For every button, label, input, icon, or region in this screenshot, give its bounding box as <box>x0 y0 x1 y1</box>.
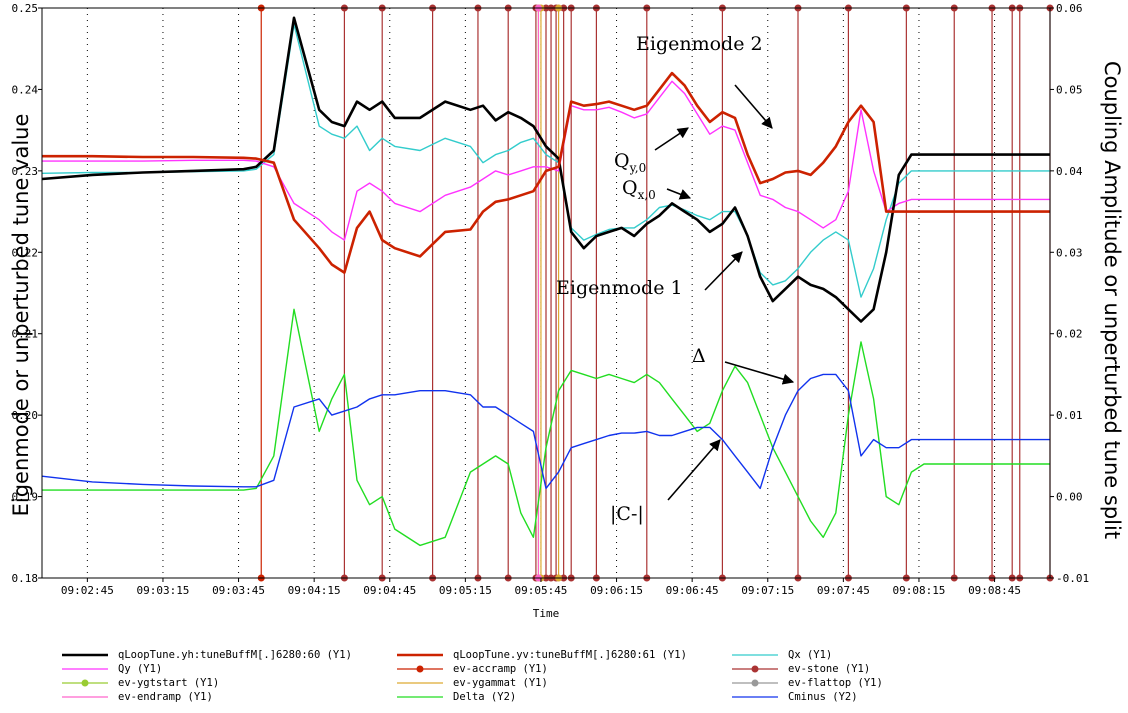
legend-swatch <box>397 665 443 673</box>
legend-swatch <box>62 653 108 657</box>
series-line-4 <box>42 308 1050 547</box>
x-tick-label: 09:05:15 <box>439 584 492 597</box>
legend-label: Cminus (Y2) <box>788 691 858 703</box>
legend-swatch <box>732 696 778 698</box>
legend-swatch <box>732 654 778 656</box>
x-tick-label: 09:08:15 <box>892 584 945 597</box>
series-line-3 <box>42 80 1050 241</box>
legend-swatch <box>732 665 778 673</box>
y2-tick-label: 0.03 <box>1056 246 1083 259</box>
legend-item: qLoopTune.yh:tuneBuffM[.]6280:60 (Y1) <box>60 648 352 662</box>
legend-label: qLoopTune.yh:tuneBuffM[.]6280:60 (Y1) <box>118 649 352 661</box>
legend-label: ev-endramp (Y1) <box>118 691 213 703</box>
y2-tick-label: 0.05 <box>1056 83 1083 96</box>
legend-item: ev-ygammat (Y1) <box>395 676 548 690</box>
legend-item: Qy (Y1) <box>60 662 162 676</box>
legend-label: ev-ygtstart (Y1) <box>118 677 220 689</box>
legend-item: Qx (Y1) <box>730 648 832 662</box>
series-line-5 <box>41 373 1050 490</box>
annotation-arrow <box>667 439 721 501</box>
annotation-label: Δ <box>692 345 706 367</box>
legend-item: ev-stone (Y1) <box>730 662 870 676</box>
legend-label: ev-accramp (Y1) <box>453 663 548 675</box>
annotation-arrow <box>666 188 692 200</box>
y2-tick-label: 0.02 <box>1056 328 1083 341</box>
x-tick-label: 09:08:45 <box>968 584 1021 597</box>
y2-tick-label: 0.01 <box>1056 409 1083 422</box>
legend-item: Cminus (Y2) <box>730 690 858 704</box>
x-tick-label: 09:02:45 <box>61 584 114 597</box>
legend-item: ev-ygtstart (Y1) <box>60 676 219 690</box>
y-axis-left-label: Eigenmode or unperturbed tune value <box>9 114 33 517</box>
annotation-label: Qx,0 <box>622 177 656 202</box>
annotations: Eigenmode 2 Eigenmode 1 Qy,0Qx,0 Δ |C-| <box>556 33 795 525</box>
annotation-arrow <box>704 251 743 291</box>
plot-frame <box>41 7 1051 579</box>
legend-item: Delta (Y2) <box>395 690 516 704</box>
y2-tick-label: -0.01 <box>1056 572 1089 585</box>
y1-tick-label: 0.24 <box>12 83 39 96</box>
legend-label: ev-ygammat (Y1) <box>453 677 548 689</box>
series-lines <box>41 16 1050 547</box>
series-line-0 <box>41 16 1050 323</box>
legend-swatch <box>732 679 778 687</box>
legend-swatch <box>62 668 108 670</box>
legend-label: Delta (Y2) <box>453 691 517 703</box>
legend-item: ev-endramp (Y1) <box>60 690 213 704</box>
legend-label: Qy (Y1) <box>118 663 163 675</box>
legend-swatch <box>397 696 443 698</box>
y1-tick-label: 0.22 <box>12 246 39 259</box>
annotation-label: |C-| <box>610 503 644 525</box>
x-tick-label: 09:04:45 <box>363 584 416 597</box>
annotation-label: Eigenmode 1 <box>556 277 683 299</box>
series-line-1 <box>42 71 1050 274</box>
y1-tick-label: 0.18 <box>12 572 39 585</box>
legend-item: ev-flattop (Y1) <box>730 676 883 690</box>
x-tick-label: 09:03:15 <box>136 584 189 597</box>
y2-tick-label: 0.04 <box>1056 165 1083 178</box>
x-tick-label: 09:06:15 <box>590 584 643 597</box>
y1-tick-label: 0.19 <box>12 491 39 504</box>
x-tick-label: 09:07:45 <box>817 584 870 597</box>
y2-tick-label: 0.00 <box>1056 491 1083 504</box>
legend-swatch <box>62 679 108 687</box>
x-tick-label: 09:07:15 <box>741 584 794 597</box>
x-tick-label: 09:06:45 <box>666 584 719 597</box>
x-axis-label: Time <box>533 607 560 620</box>
x-tick-label: 09:04:15 <box>288 584 341 597</box>
legend-swatch <box>62 696 108 698</box>
legend-swatch <box>397 682 443 684</box>
x-tick-label: 09:05:45 <box>514 584 567 597</box>
legend-swatch <box>397 653 443 657</box>
legend: qLoopTune.yh:tuneBuffM[.]6280:60 (Y1) qLo… <box>60 648 930 712</box>
y1-tick-label: 0.23 <box>12 165 39 178</box>
y1-tick-label: 0.21 <box>12 328 39 341</box>
x-tick-label: 09:03:45 <box>212 584 265 597</box>
annotation-arrow <box>654 127 689 151</box>
y1-tick-label: 0.25 <box>12 2 39 15</box>
legend-label: ev-flattop (Y1) <box>788 677 883 689</box>
legend-label: Qx (Y1) <box>788 649 833 661</box>
y1-tick-label: 0.20 <box>12 409 39 422</box>
legend-label: qLoopTune.yv:tuneBuffM[.]6280:61 (Y1) <box>453 649 687 661</box>
y-axis-right-label: Coupling Amplitude or unperturbed tune s… <box>1100 61 1124 539</box>
series-line-2 <box>41 23 1050 298</box>
legend-item: qLoopTune.yv:tuneBuffM[.]6280:61 (Y1) <box>395 648 687 662</box>
annotation-arrow <box>724 361 795 385</box>
tick-labels: 09:02:45 09:03:15 09:03:45 09:04:15 09:04:45… <box>12 2 1090 597</box>
y2-tick-label: 0.06 <box>1056 2 1083 15</box>
annotation-arrow <box>734 84 773 129</box>
legend-item: ev-accramp (Y1) <box>395 662 548 676</box>
legend-label: ev-stone (Y1) <box>788 663 871 675</box>
annotation-label: Qy,0 <box>614 150 646 175</box>
annotation-label: Eigenmode 2 <box>636 33 763 55</box>
